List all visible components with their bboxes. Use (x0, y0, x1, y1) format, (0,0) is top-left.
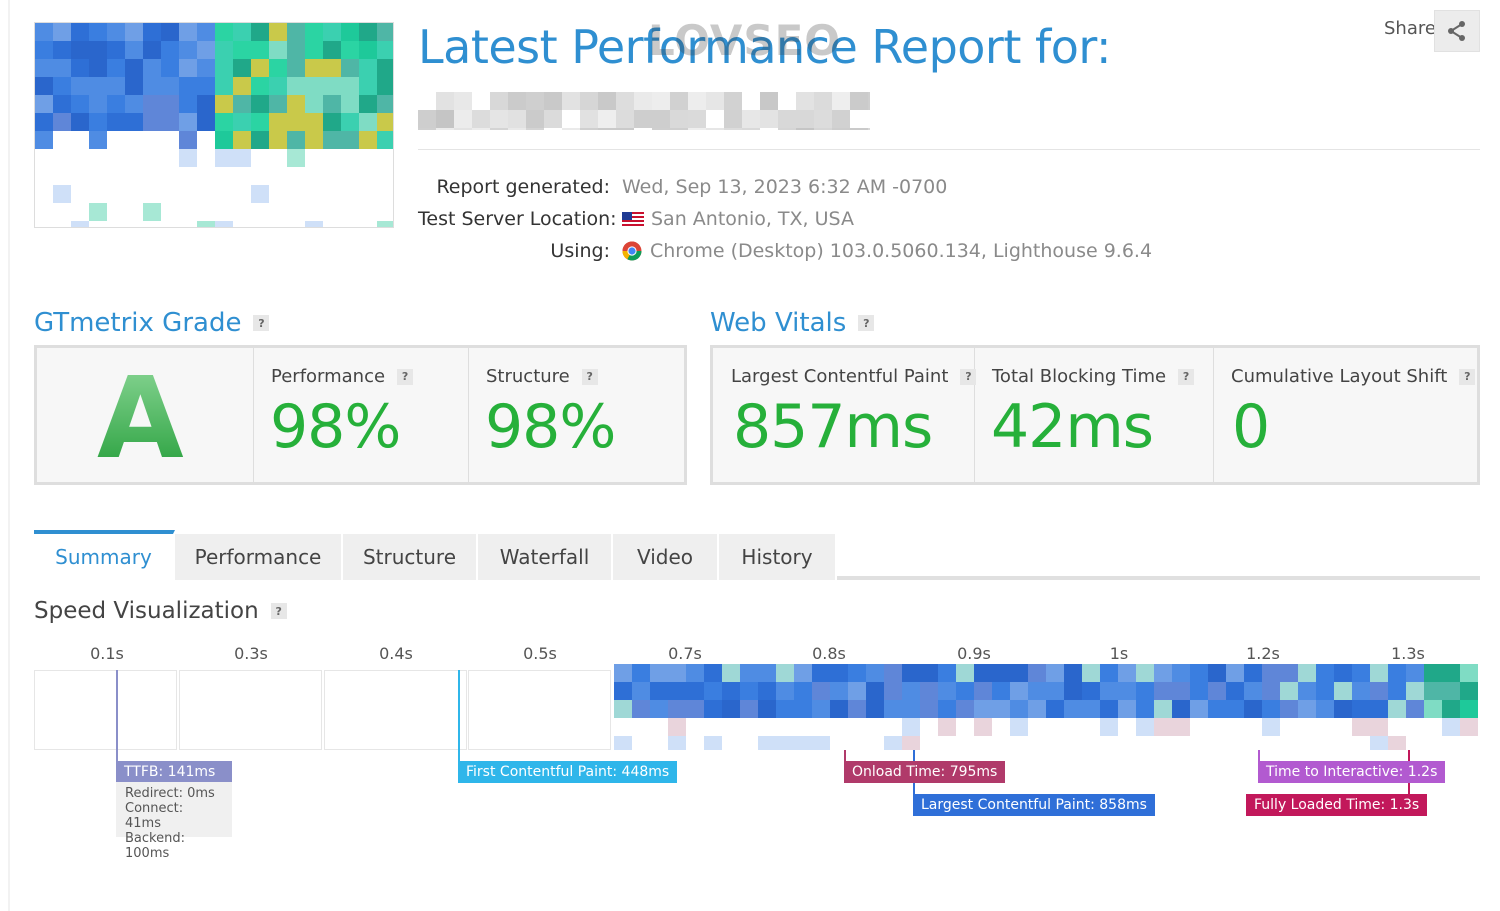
filmstrip-pixelated-image (614, 664, 1478, 754)
web-vitals-panel: Largest Contentful Paint? 857ms Total Bl… (710, 345, 1480, 485)
timeline-tick: 0.7s (668, 644, 702, 663)
help-icon[interactable]: ? (858, 315, 875, 331)
timeline-tick: 1.3s (1391, 644, 1425, 663)
ttfb-breakdown: Redirect: 0ms Connect: 41ms Backend: 100… (116, 782, 232, 861)
tbt-label: Total Blocking Time (992, 366, 1167, 387)
us-flag-icon (622, 212, 644, 226)
structure-value: 98% (485, 392, 616, 462)
timeline-tick: 0.8s (812, 644, 846, 663)
lcp-value: 857ms (733, 392, 933, 462)
meta-label: Test Server Location: (418, 208, 617, 230)
ttfb-connect: Connect: 41ms (125, 801, 184, 831)
share-icon (1448, 21, 1465, 41)
chrome-icon (622, 241, 642, 261)
timeline-tick: 1.2s (1246, 644, 1280, 663)
ttfb-marker-line (116, 670, 118, 762)
fully-loaded-marker[interactable]: Fully Loaded Time: 1.3s (1246, 794, 1428, 816)
ttfb-backend: Backend: 100ms (125, 831, 185, 861)
onload-marker-line (844, 750, 846, 762)
tab-video[interactable]: Video (613, 534, 719, 580)
grade-letter: A (97, 354, 184, 484)
tbt-cell: Total Blocking Time? 42ms (975, 348, 1214, 482)
tab-waterfall[interactable]: Waterfall (478, 534, 613, 580)
help-icon[interactable]: ? (253, 315, 270, 331)
web-vitals-heading: Web Vitals ? (710, 308, 875, 338)
grade-letter-cell: A (37, 348, 254, 484)
page-title: Latest Performance Report for: (418, 20, 1111, 74)
performance-value: 98% (270, 392, 401, 462)
lcp-label: Largest Contentful Paint (731, 366, 949, 387)
site-screenshot-thumbnail[interactable] (34, 22, 394, 228)
speed-visualization-title: Speed Visualization (34, 598, 259, 624)
timeline-tick: 0.4s (379, 644, 413, 663)
tab-summary[interactable]: Summary (34, 530, 175, 580)
meta-value: Chrome (Desktop) 103.0.5060.134, Lightho… (650, 240, 1153, 262)
help-icon[interactable]: ? (1178, 368, 1195, 385)
cls-cell: Cumulative Layout Shift? 0 (1214, 348, 1477, 482)
help-icon[interactable]: ? (581, 368, 598, 385)
help-icon[interactable]: ? (397, 368, 414, 385)
cls-label: Cumulative Layout Shift (1231, 366, 1448, 387)
ttfb-marker[interactable]: TTFB: 141ms (116, 761, 232, 783)
speed-visualization-heading: Speed Visualization ? (34, 598, 287, 624)
performance-score-cell: Performance? 98% (254, 348, 469, 482)
header-divider (418, 149, 1480, 150)
tab-structure[interactable]: Structure (343, 534, 478, 580)
fcp-marker-line (458, 670, 460, 762)
meta-using: Using: Chrome (Desktop) 103.0.5060.134, … (418, 237, 1480, 265)
thumbnail-pixelated-image (35, 23, 393, 227)
structure-score-cell: Structure? 98% (469, 348, 684, 482)
filmstrip-frames-rendered[interactable] (614, 664, 1478, 754)
filmstrip-frame-empty[interactable] (179, 670, 322, 750)
timeline-tick: 0.9s (957, 644, 991, 663)
gtmetrix-grade-heading: GTmetrix Grade ? (34, 308, 270, 338)
help-icon[interactable]: ? (1459, 368, 1476, 385)
meta-report-generated: Report generated: Wed, Sep 13, 2023 6:32… (418, 173, 1480, 201)
tab-performance[interactable]: Performance (175, 534, 343, 580)
tbt-value: 42ms (991, 392, 1154, 462)
onload-marker[interactable]: Onload Time: 795ms (844, 761, 1006, 783)
gtmetrix-grade-panel: A Performance? 98% Structure? 98% (34, 345, 687, 485)
report-tabs: Summary Performance Structure Waterfall … (34, 530, 1480, 580)
cls-value: 0 (1232, 392, 1270, 462)
ttfb-redirect: Redirect: 0ms (125, 786, 215, 801)
meta-value: Wed, Sep 13, 2023 6:32 AM -0700 (622, 176, 948, 198)
meta-label: Using: (550, 240, 610, 262)
web-vitals-title: Web Vitals (710, 308, 847, 338)
watermark-logo: LOVSEO (648, 16, 841, 65)
tested-url-blurred (418, 92, 886, 146)
tti-marker-line (1258, 750, 1260, 762)
tab-history[interactable]: History (719, 534, 837, 580)
timeline-tick: 0.5s (523, 644, 557, 663)
share-label: Share (1384, 18, 1436, 39)
filmstrip-frame-empty[interactable] (468, 670, 611, 750)
tti-marker[interactable]: Time to Interactive: 1.2s (1258, 761, 1446, 783)
meta-value: San Antonio, TX, USA (651, 208, 854, 230)
share-button[interactable] (1434, 10, 1480, 52)
url-blur-image (418, 92, 886, 146)
lcp-marker[interactable]: Largest Contentful Paint: 858ms (913, 794, 1155, 816)
filmstrip-frame-empty[interactable] (324, 670, 467, 750)
fcp-marker[interactable]: First Contentful Paint: 448ms (458, 761, 678, 783)
structure-label: Structure (486, 366, 570, 387)
timeline-tick: 0.3s (234, 644, 268, 663)
help-icon[interactable]: ? (960, 368, 977, 385)
gtmetrix-grade-title: GTmetrix Grade (34, 308, 242, 338)
timeline-tick: 1s (1109, 644, 1129, 663)
page-left-rule (8, 0, 10, 911)
meta-server-location: Test Server Location: San Antonio, TX, U… (418, 205, 1480, 233)
timeline-tick: 0.1s (90, 644, 124, 663)
performance-label: Performance (271, 366, 386, 387)
help-icon[interactable]: ? (270, 603, 287, 619)
filmstrip-frame-empty[interactable] (34, 670, 177, 750)
lcp-cell: Largest Contentful Paint? 857ms (713, 348, 977, 482)
meta-label: Report generated: (436, 176, 610, 198)
